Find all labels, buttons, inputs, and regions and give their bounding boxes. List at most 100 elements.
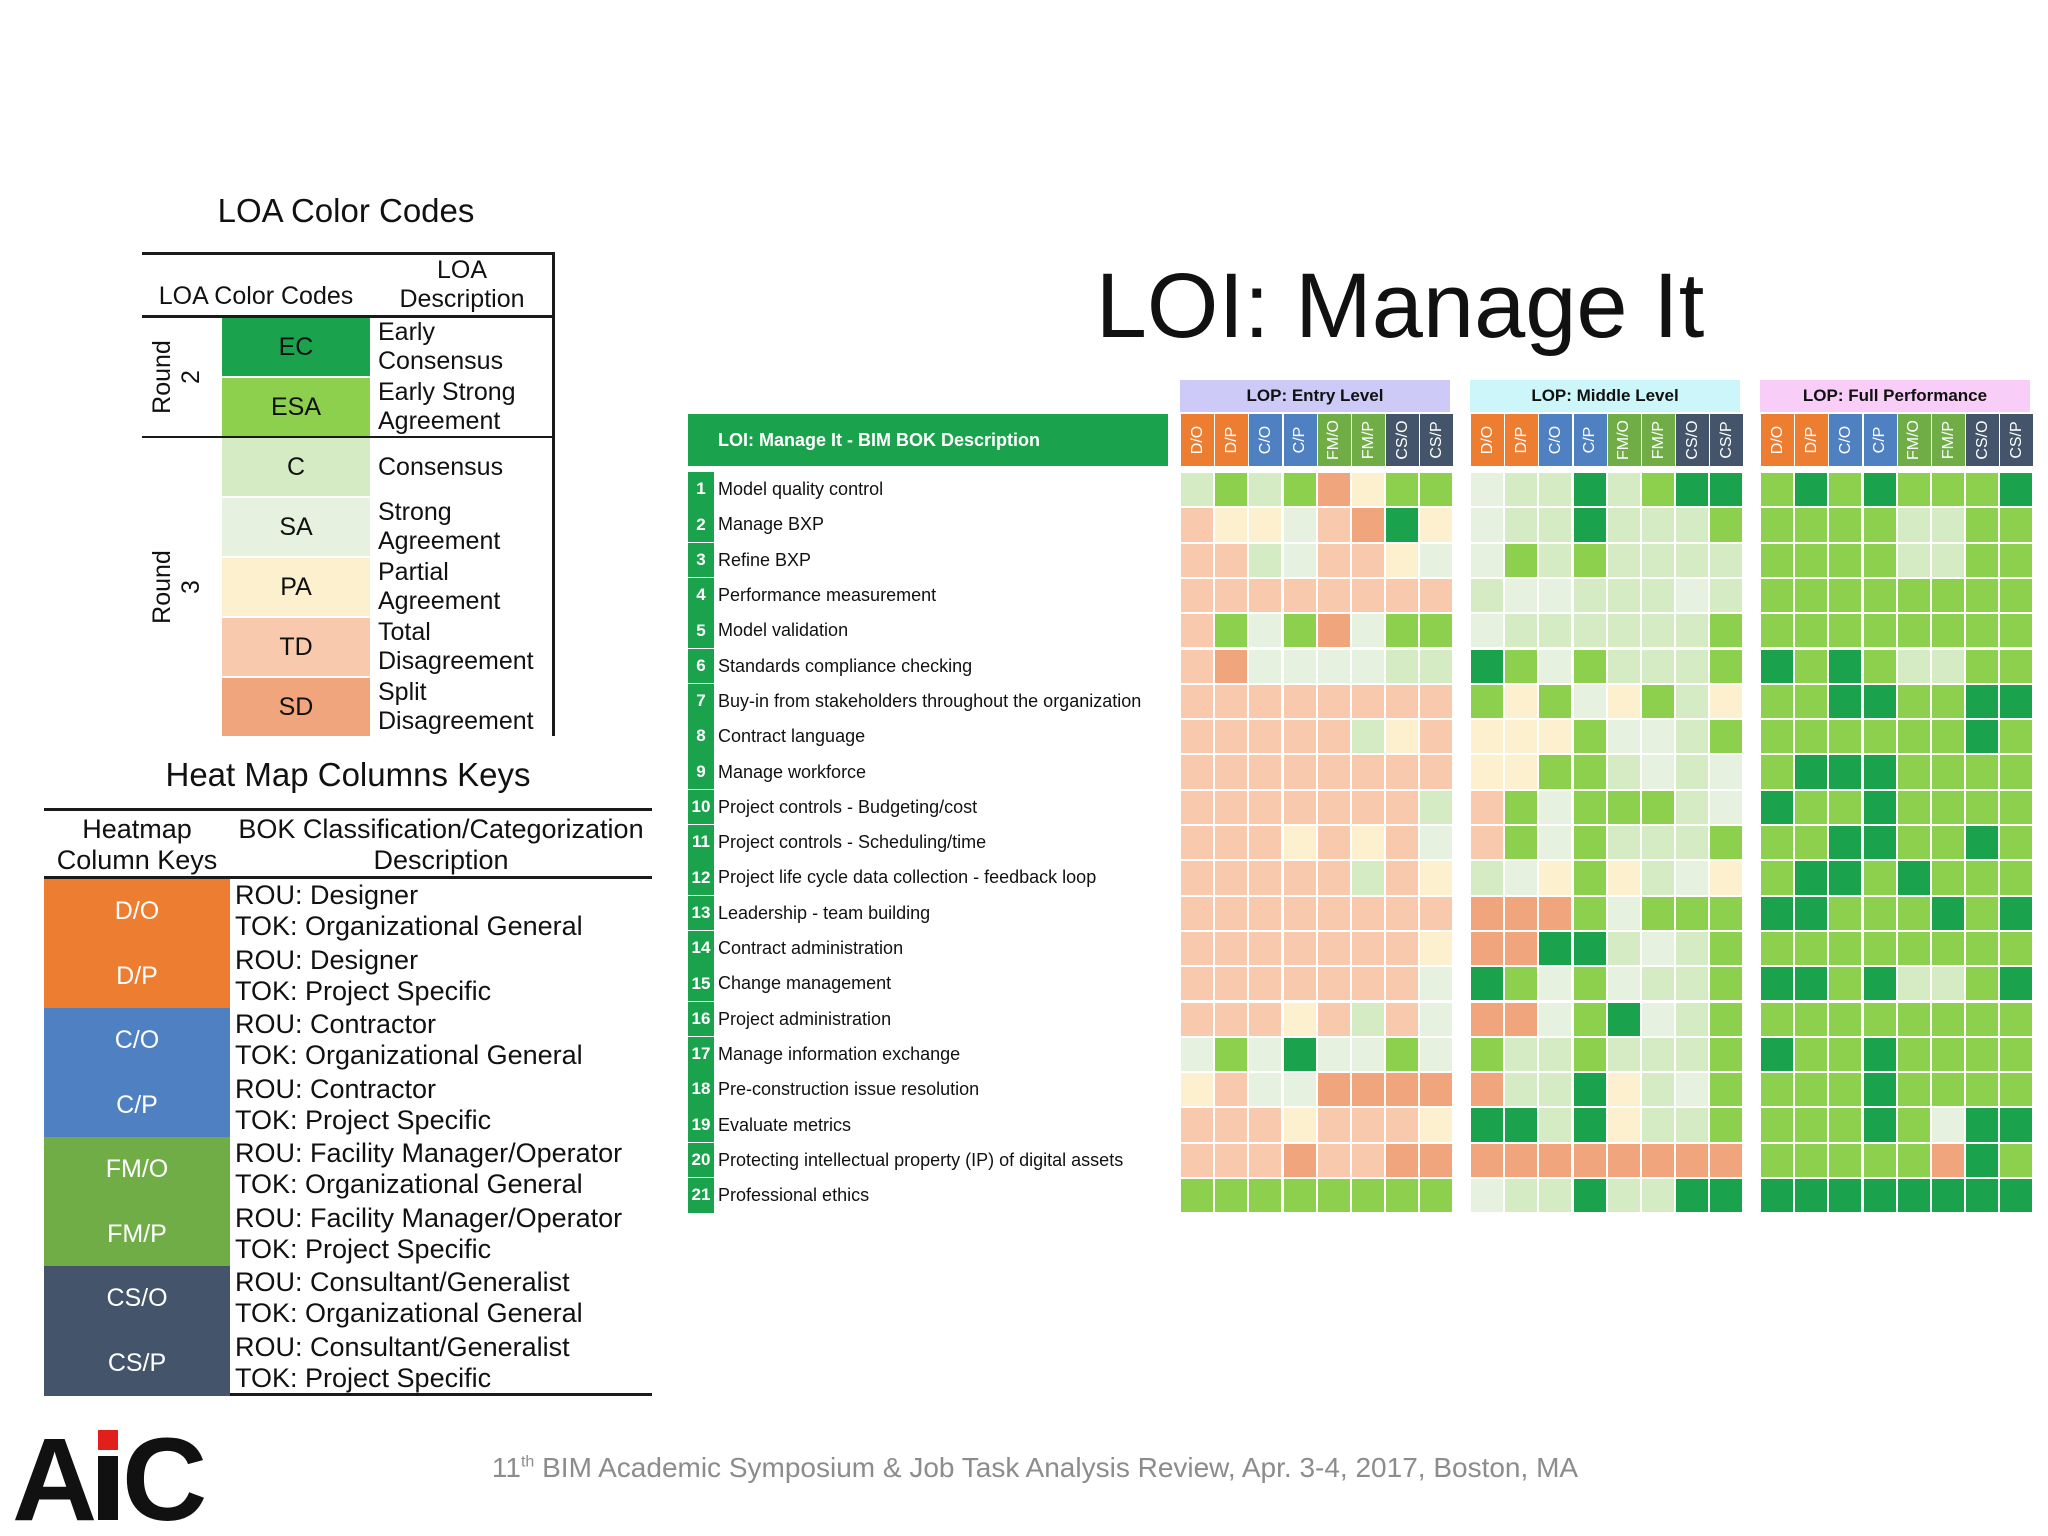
loa-code-sd: SD — [222, 678, 370, 736]
heatmap-cell — [1249, 931, 1282, 966]
footer-citation: 11th BIM Academic Symposium & Job Task A… — [491, 1452, 1579, 1483]
heatmap-cell — [1283, 861, 1316, 895]
heatmap-cell — [1795, 967, 1828, 1001]
heatmap-cell — [1829, 1108, 1862, 1142]
heatmap-cell — [1676, 614, 1709, 648]
heatmap-cell — [1676, 649, 1709, 683]
heatmap-cell — [1283, 720, 1316, 754]
column-header-c-o: C/O — [1539, 414, 1573, 466]
row-number: 18 — [688, 1072, 714, 1108]
loa-code-c: C — [222, 438, 370, 496]
heatmap-cell — [1607, 1073, 1640, 1107]
keys-bottom-rule — [44, 1393, 652, 1396]
heatmap-cell — [1505, 1037, 1538, 1072]
key-rou-text: ROU: Facility Manager/Operator — [235, 1202, 623, 1233]
heatmap-cell — [1539, 1073, 1572, 1107]
heatmap-cell — [1642, 967, 1674, 1001]
column-header-label: D/O — [1188, 425, 1206, 455]
heatmap-cell — [1471, 1002, 1503, 1036]
heatmap-cell — [1897, 826, 1930, 860]
heatmap-cell — [1352, 1073, 1384, 1107]
heatmap-cell — [1317, 896, 1350, 930]
heatmap-cell — [1352, 614, 1384, 648]
row-label: Project life cycle data collection - fee… — [718, 867, 1097, 888]
heatmap-cell — [1181, 614, 1213, 648]
heatmap-cell — [1795, 543, 1828, 577]
heatmap-cell — [2000, 1002, 2033, 1036]
heatmap-cell — [1863, 790, 1896, 824]
heatmap-cell — [1215, 1179, 1248, 1213]
heatmap-cell — [1215, 1108, 1248, 1142]
heatmap-cell — [1386, 508, 1419, 542]
heatmap-cell — [1420, 1179, 1453, 1213]
heatmap-cell — [1249, 755, 1282, 789]
heatmap-cell — [1249, 1108, 1282, 1142]
heatmap-cell — [1829, 473, 1862, 507]
heatmap-cell — [1897, 755, 1930, 789]
heatmap-cell — [1249, 1002, 1282, 1036]
heatmap-cell — [2000, 790, 2033, 824]
heatmap-cell — [1573, 649, 1606, 683]
heatmap-cell — [1607, 861, 1640, 895]
heatmap-cell — [1607, 508, 1640, 542]
heatmap-cell — [1471, 1073, 1503, 1107]
heatmap-cell — [1607, 790, 1640, 824]
heatmap-cell — [1352, 790, 1384, 824]
column-header-label: FM/O — [1905, 420, 1923, 460]
loa-desc-c: Consensus — [378, 452, 504, 481]
heatmap-cell — [1181, 508, 1213, 542]
heatmap-cell — [1283, 1143, 1316, 1177]
column-header-cs-o: CS/O — [1966, 414, 2000, 466]
heatmap-cell — [1420, 755, 1453, 789]
heatmap-cell — [1539, 1143, 1572, 1177]
heatmap-cell — [1829, 826, 1862, 860]
key-cell-cs-p: CS/P — [44, 1330, 230, 1396]
loa-code-pa: PA — [222, 558, 370, 616]
row-label: Project administration — [718, 1008, 892, 1029]
heatmap-cell — [1420, 614, 1453, 648]
heatmap-cell — [2000, 967, 2033, 1001]
heatmap-cell — [1539, 755, 1572, 789]
heatmap-cell — [1505, 1108, 1538, 1142]
heatmap-cell — [1932, 826, 1964, 860]
heatmap-cell — [1795, 1179, 1828, 1213]
heatmap-cell — [1932, 578, 1964, 613]
heatmap-cell — [1471, 508, 1503, 542]
key-cell-c-p: C/P — [44, 1072, 230, 1138]
heatmap-cell — [1352, 649, 1384, 683]
heatmap-cell — [1249, 790, 1282, 824]
column-header-label: C/P — [1871, 426, 1889, 454]
column-header-label: C/O — [1546, 425, 1564, 455]
heatmap-cell — [1539, 896, 1572, 930]
heatmap-cell — [1932, 720, 1964, 754]
heatmap-cell — [1761, 1073, 1793, 1107]
page-title: LOI: Manage It — [1095, 255, 1705, 357]
heatmap-cell — [1352, 755, 1384, 789]
heatmap-cell — [1863, 967, 1896, 1001]
heatmap-cell — [1966, 720, 1999, 754]
column-header-label: FM/O — [1615, 420, 1633, 460]
heatmap-cell — [1181, 649, 1213, 683]
heatmap-cell — [1863, 861, 1896, 895]
svg-text:C: C — [122, 1420, 207, 1530]
heatmap-cell — [2000, 543, 2033, 577]
heatmap-cell — [2000, 473, 2033, 507]
heatmap-cell — [1386, 578, 1419, 613]
heatmap-cell — [1317, 1179, 1350, 1213]
heatmap-cell — [1642, 1108, 1674, 1142]
heatmap-cell — [1676, 508, 1709, 542]
heatmap-cell — [1420, 967, 1453, 1001]
heatmap-cell — [1471, 649, 1503, 683]
column-header-label: CS/O — [1683, 420, 1701, 460]
heatmap-cell — [1761, 1002, 1793, 1036]
row-label: Professional ethics — [718, 1185, 870, 1206]
heatmap-cell — [1863, 931, 1896, 966]
heatmap-cell — [1676, 720, 1709, 754]
heatmap-cell — [1539, 649, 1572, 683]
heatmap-cell — [1181, 1179, 1213, 1213]
lop-full-performance-header: LOP: Full Performance — [1760, 380, 2030, 412]
heatmap-cell — [1966, 1179, 1999, 1213]
heatmap-cell — [1607, 967, 1640, 1001]
heatmap-cell — [1897, 1108, 1930, 1142]
heatmap-cell — [1932, 1073, 1964, 1107]
